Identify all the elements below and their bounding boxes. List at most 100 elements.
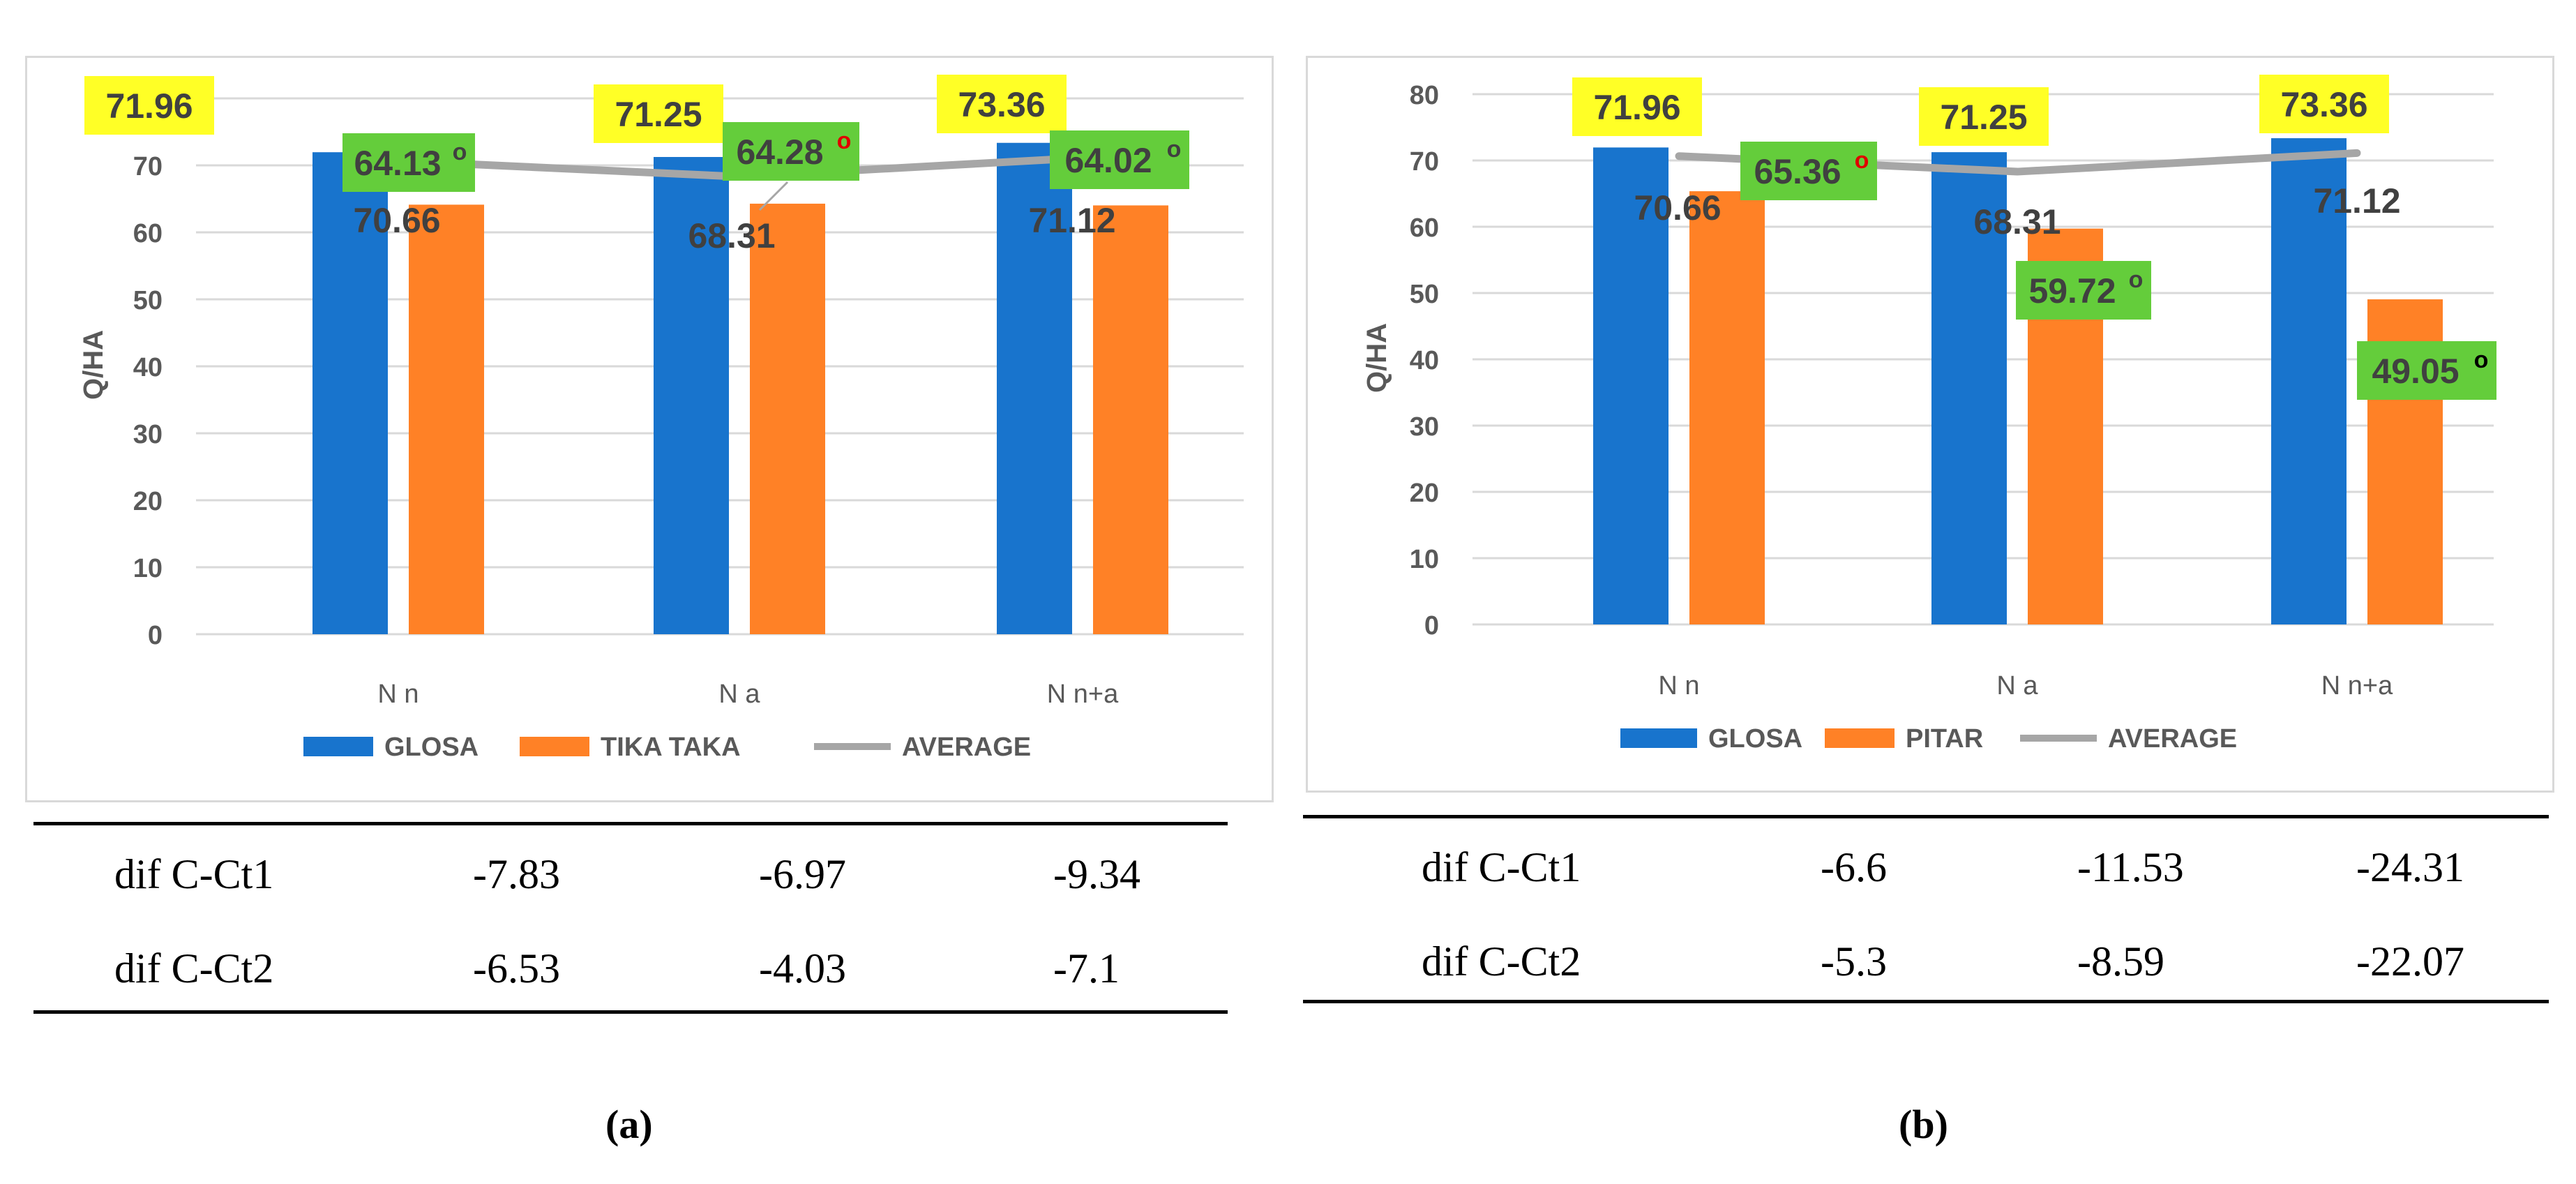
y-tick-label: 60 [1410,213,1439,243]
legend-swatch [1825,728,1895,748]
row-label: dif C-Ct1 [114,851,274,897]
row-label: dif C-Ct2 [114,945,274,991]
table-bottom-rule [1303,1000,2549,1003]
x-category-label: N a [718,680,760,709]
significance-marker: o [2129,267,2144,293]
variety-data-label: 49.05 [2372,352,2459,391]
variety-data-label: 64.13 [354,144,441,183]
table-cell: -5.3 [1821,938,1887,984]
label-leader-line [758,181,789,211]
chart-panel-b: 0 10 20 30 40 50 60 70 80 Q/HA N n N a N n+a 70.66 68.… [1306,56,2554,793]
table-cell: -8.59 [2077,938,2164,984]
table-cell: -4.03 [759,945,846,991]
bar-glosa [1593,147,1669,624]
variety-label-box [342,133,475,192]
table-row: dif C-Ct1 -6.6 -11.53 -24.31 [1303,818,2549,913]
y-tick-label: 80 [1410,81,1439,110]
bar-tika-taka [750,203,825,634]
row-label: dif C-Ct1 [1422,844,1581,890]
table-row: dif C-Ct2 -5.3 -8.59 -22.07 [1303,913,2549,1000]
glosa-data-label: 71.25 [615,95,702,134]
glosa-label-box [937,75,1067,133]
bar-glosa [312,152,388,634]
table-cell: -7.1 [1053,945,1120,991]
y-axis-title: Q/HA [78,330,109,400]
legend-swatch [1620,728,1697,748]
bar-glosa [1931,152,2007,624]
variety-label-box [2357,341,2496,400]
glosa-data-label: 71.25 [1940,98,2027,137]
figure-caption-a: (a) [605,1102,653,1147]
legend-label: GLOSA [384,733,479,762]
variety-data-label: 64.28 [736,133,823,172]
significance-marker: o [453,139,467,165]
variety-label-box [1740,142,1877,200]
bar-tika-taka [1093,205,1168,634]
y-tick-label: 40 [133,353,163,382]
glosa-label-box [2259,75,2389,133]
glosa-data-label: 71.96 [1593,88,1680,127]
table-cell: -6.97 [759,851,846,897]
figure-caption-b: (b) [1899,1102,1948,1147]
legend-label: TIKA TAKA [601,733,741,762]
bar-glosa [2271,138,2347,624]
glosa-label-box [1919,87,2049,146]
legend-label: AVERAGE [902,733,1031,762]
y-axis-title: Q/HA [1362,323,1392,393]
legend-label: GLOSA [1708,724,1802,754]
legend-label: PITAR [1906,724,1983,754]
y-tick-label: 30 [133,420,163,449]
glosa-data-label: 71.96 [105,87,193,126]
significance-marker: o [1167,136,1182,163]
glosa-data-label: 73.36 [958,85,1045,124]
y-tick-label: 20 [1410,479,1439,508]
variety-data-label: 59.72 [2028,271,2116,310]
glosa-label-box [84,76,214,135]
average-data-label: 71.12 [2313,181,2400,220]
table-bottom-rule [33,1010,1228,1014]
y-tick-label: 30 [1410,412,1439,442]
row-label: dif C-Ct2 [1422,938,1581,984]
glosa-label-box [594,84,723,143]
y-tick-label: 10 [133,554,163,583]
variety-label-box [2016,261,2151,320]
y-tick-label: 40 [1410,346,1439,375]
y-tick-label: 50 [1410,280,1439,309]
table-cell: -24.31 [2356,844,2464,890]
glosa-data-label: 73.36 [2280,85,2367,124]
legend-swatch [520,737,589,756]
y-tick-label: 70 [133,152,163,181]
significance-marker: o [2474,347,2489,373]
table-cell: -6.53 [473,945,560,991]
significance-marker: o [837,128,852,154]
table-cell: -22.07 [2356,938,2464,984]
bar-glosa [654,157,729,634]
x-category-label: N a [1996,671,2038,700]
average-data-label: 70.66 [353,201,440,240]
variety-data-label: 64.02 [1064,141,1152,180]
table-cell: -9.34 [1053,851,1140,897]
average-data-label: 68.31 [688,216,775,255]
y-tick-label: 0 [1424,611,1439,640]
y-tick-label: 0 [148,621,163,650]
table-cell: -11.53 [2077,844,2184,890]
bar-glosa [997,142,1072,634]
table-cell: -6.6 [1821,844,1887,890]
y-tick-label: 20 [133,487,163,516]
bar-pitar [1689,191,1765,624]
y-tick-label: 60 [133,219,163,248]
variety-data-label: 65.36 [1754,152,1841,191]
x-category-label: N n+a [1047,680,1119,709]
significance-marker: o [1855,147,1869,174]
table-row: dif C-Ct1 -7.83 -6.97 -9.34 [33,825,1228,920]
legend-swatch [303,737,373,756]
glosa-label-box [1572,77,1702,136]
y-tick-label: 70 [1410,147,1439,177]
x-category-label: N n [1658,671,1699,700]
y-tick-label: 10 [1410,545,1439,574]
table-top-rule [33,822,1228,825]
variety-label-box [1050,130,1189,189]
y-tick-label: 50 [133,286,163,315]
